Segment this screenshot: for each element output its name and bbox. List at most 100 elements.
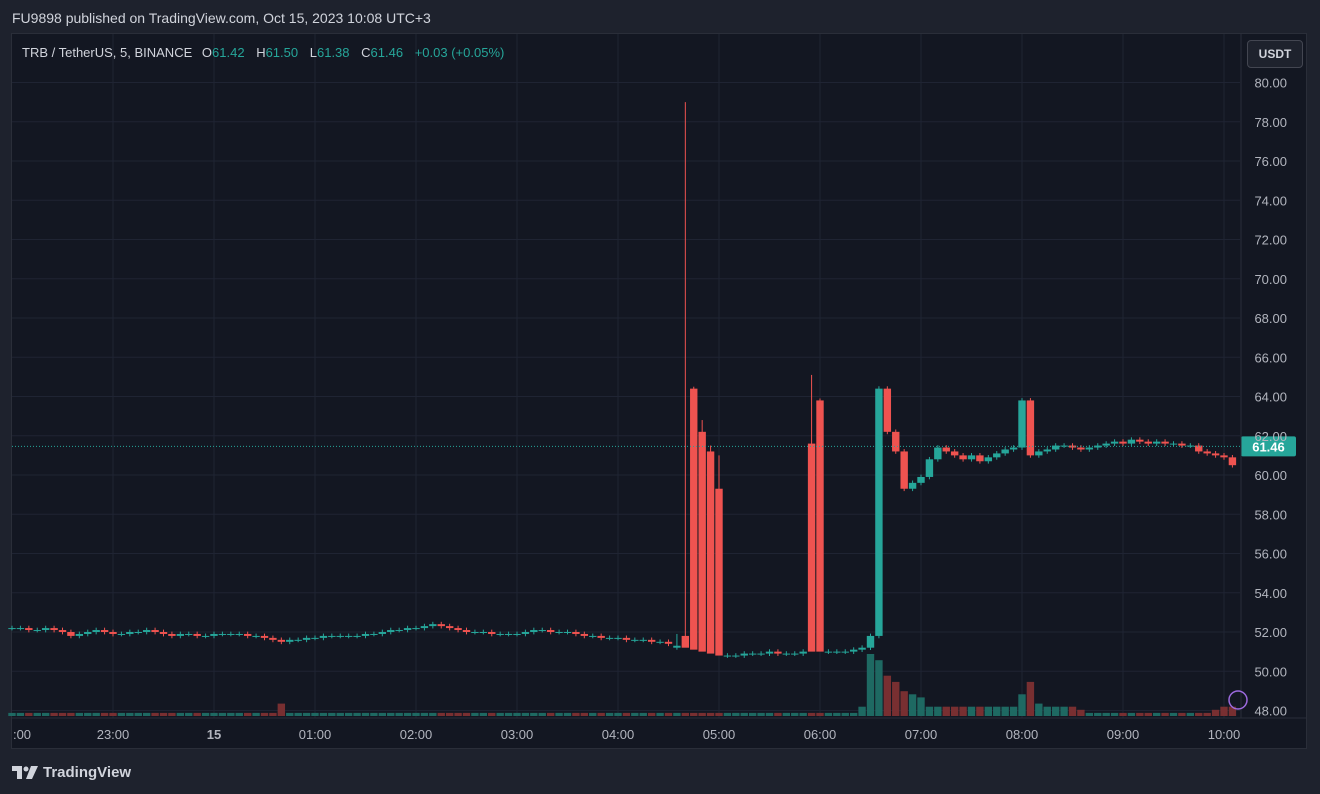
candle-body bbox=[1186, 445, 1195, 447]
candle-body bbox=[765, 651, 774, 654]
candle bbox=[1144, 439, 1152, 446]
candle-body bbox=[1068, 445, 1077, 448]
candle-body bbox=[892, 431, 900, 452]
candle-body bbox=[1152, 441, 1161, 444]
candle bbox=[8, 625, 16, 631]
volume-bar bbox=[521, 712, 530, 716]
candle bbox=[664, 639, 673, 647]
volume-bar bbox=[134, 712, 142, 716]
tradingview-brand[interactable]: TradingView bbox=[12, 764, 131, 781]
candle bbox=[479, 629, 488, 635]
candle bbox=[134, 629, 142, 635]
volume-bar bbox=[614, 712, 622, 716]
symbol-name[interactable]: TRB / TetherUS, 5, BINANCE bbox=[22, 45, 193, 60]
candle-body bbox=[403, 628, 412, 631]
candle-body bbox=[732, 655, 740, 657]
volume-bar bbox=[934, 706, 942, 716]
candle bbox=[908, 480, 917, 492]
candle bbox=[445, 623, 454, 631]
volume-bar bbox=[1119, 712, 1127, 716]
candle-body bbox=[723, 655, 732, 657]
volume-bar bbox=[993, 706, 1001, 716]
symbol-legend: TRB / TetherUS, 5, BINANCE O61.42 H61.50… bbox=[22, 45, 512, 60]
candle bbox=[925, 456, 934, 480]
current-price-label: 61.46 bbox=[1252, 439, 1285, 454]
volume-bar bbox=[706, 712, 715, 716]
volume-bar bbox=[429, 712, 437, 716]
candle-body bbox=[361, 633, 370, 636]
candle bbox=[723, 653, 732, 658]
candle-body bbox=[67, 632, 75, 636]
candle-body bbox=[488, 632, 496, 634]
candle-body bbox=[572, 632, 580, 634]
candle-body bbox=[883, 388, 892, 432]
candle bbox=[1152, 439, 1161, 446]
candle bbox=[1060, 443, 1068, 448]
volume-bar bbox=[311, 712, 319, 716]
candle bbox=[471, 629, 479, 635]
candle-body bbox=[605, 637, 614, 639]
volume-bar bbox=[1077, 709, 1085, 716]
volume-bar bbox=[1018, 694, 1026, 716]
volume-bar bbox=[328, 712, 336, 716]
candle-body bbox=[370, 633, 378, 635]
volume-bar bbox=[454, 712, 462, 716]
candle-body bbox=[748, 653, 757, 655]
y-tick-label: 78.00 bbox=[1254, 115, 1287, 130]
candle-body bbox=[1026, 400, 1035, 456]
volume-bar bbox=[807, 712, 816, 716]
volume-bar bbox=[1152, 712, 1161, 716]
volume-bar bbox=[908, 694, 917, 716]
y-tick-label: 58.00 bbox=[1254, 507, 1287, 522]
candle-body bbox=[227, 633, 235, 635]
candle-body bbox=[639, 639, 647, 641]
candle-body bbox=[176, 633, 185, 636]
currency-button[interactable]: USDT bbox=[1247, 40, 1303, 68]
candle-body bbox=[109, 632, 117, 634]
x-tick-label: 01:00 bbox=[299, 727, 332, 742]
candle-body bbox=[142, 630, 151, 632]
candle-body bbox=[294, 639, 302, 641]
candle-body bbox=[934, 447, 942, 460]
candle bbox=[126, 629, 134, 637]
close-label: C bbox=[361, 45, 371, 60]
volume-bar bbox=[370, 712, 378, 716]
candle bbox=[967, 453, 976, 462]
volume-bar bbox=[412, 712, 420, 716]
candle-body bbox=[168, 633, 176, 636]
candle bbox=[395, 627, 403, 633]
candle-body bbox=[563, 632, 572, 633]
candle-body bbox=[538, 630, 546, 632]
y-tick-label: 64.00 bbox=[1254, 390, 1287, 405]
volume-bar bbox=[1127, 712, 1136, 716]
candle-body bbox=[58, 630, 67, 632]
candle bbox=[488, 629, 496, 637]
volume-bar bbox=[563, 712, 572, 716]
volume-bar bbox=[740, 712, 748, 716]
x-tick-label: 10:00 bbox=[1208, 727, 1241, 742]
candle-body bbox=[412, 628, 420, 630]
volume-bar bbox=[967, 706, 976, 716]
volume-bar bbox=[1102, 712, 1110, 716]
candle-body bbox=[201, 635, 210, 637]
candle-body bbox=[1119, 441, 1127, 444]
candle bbox=[344, 633, 353, 639]
volume-bar bbox=[25, 712, 33, 716]
candle bbox=[462, 627, 471, 635]
candle-body bbox=[1195, 445, 1203, 452]
volume-bar bbox=[917, 697, 925, 716]
candle-body bbox=[530, 630, 538, 632]
volume-bar bbox=[1195, 712, 1203, 716]
volume-bar bbox=[900, 691, 908, 716]
volume-bar bbox=[41, 712, 50, 716]
axes: 48.00 50.00 52.00 54.00 56.00 58.00 60.00 62.00… bbox=[13, 76, 1287, 743]
chart-panel[interactable] bbox=[11, 33, 1307, 749]
candle-body bbox=[740, 653, 748, 656]
y-tick-label: 50.00 bbox=[1254, 664, 1287, 679]
volume-bar bbox=[1144, 712, 1152, 716]
volume-bar bbox=[942, 706, 950, 716]
candle bbox=[370, 631, 378, 637]
candle-body bbox=[664, 641, 673, 644]
open-label: O bbox=[201, 45, 213, 60]
